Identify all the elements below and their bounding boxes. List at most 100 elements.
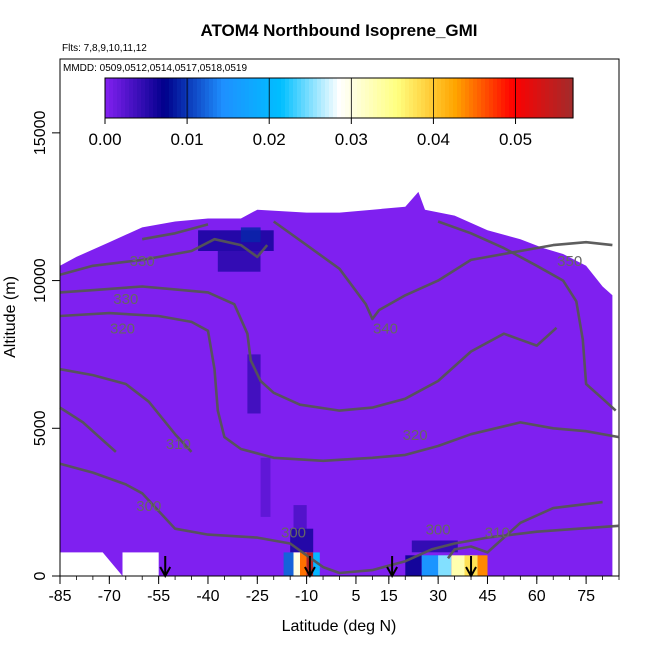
surface-hotspot	[451, 555, 465, 576]
colorbar-segment	[357, 78, 362, 118]
colorbar-segment	[493, 78, 498, 118]
colorbar-segment	[273, 78, 278, 118]
x-tick-label: -85	[48, 588, 71, 605]
colorbar-segment	[533, 78, 538, 118]
x-tick-label: 45	[479, 588, 497, 605]
colorbar-segment	[473, 78, 478, 118]
colorbar-segment	[537, 78, 542, 118]
colorbar-segment	[461, 78, 466, 118]
colorbar-segment	[369, 78, 374, 118]
concentration-patch	[411, 540, 458, 553]
theta-contour	[59, 367, 193, 453]
colorbar-segment	[153, 78, 158, 118]
colorbar-segment	[317, 78, 322, 118]
colorbar-segment	[405, 78, 410, 118]
colorbar-segment	[241, 78, 246, 118]
colorbar-segment	[213, 78, 218, 118]
colorbar-segment	[329, 78, 334, 118]
colorbar-segment	[197, 78, 202, 118]
chart-title: ATOM4 Northbound Isoprene_GMI	[200, 21, 477, 40]
x-tick-label: -25	[246, 588, 269, 605]
colorbar-segment	[529, 78, 534, 118]
colorbar-segment	[417, 78, 422, 118]
colorbar-segment	[565, 78, 570, 118]
no-data-gap	[122, 552, 159, 576]
colorbar-segment	[561, 78, 566, 118]
x-axis-label: Latitude (deg N)	[282, 618, 397, 635]
colorbar-segment	[425, 78, 430, 118]
colorbar-segment	[265, 78, 270, 118]
colorbar-segment	[361, 78, 366, 118]
y-axis-label: Altitude (m)	[2, 276, 19, 358]
theta-contour	[59, 237, 269, 276]
colorbar-segment	[401, 78, 406, 118]
surface-hotspot	[438, 555, 452, 576]
surface-hotspot	[283, 552, 294, 576]
colorbar-segment	[489, 78, 494, 118]
contour-label: 310	[485, 525, 510, 542]
colorbar-segment	[377, 78, 382, 118]
colorbar-segment	[313, 78, 318, 118]
colorbar-segment	[353, 78, 358, 118]
x-tick-label: 60	[528, 588, 546, 605]
colorbar-segment	[237, 78, 242, 118]
colorbar-segment	[229, 78, 234, 118]
colorbar-segment	[325, 78, 330, 118]
colorbar-tick-label: 0.01	[171, 130, 204, 149]
concentration-patch	[260, 457, 271, 517]
concentration-patch	[217, 251, 261, 272]
contour-label: 320	[110, 321, 135, 338]
flights-annotation: Flts: 7,8,9,10,11,12	[62, 43, 147, 54]
colorbar-segment	[445, 78, 450, 118]
colorbar-segment	[169, 78, 174, 118]
colorbar-segment	[465, 78, 470, 118]
colorbar-segment	[129, 78, 134, 118]
colorbar-segment	[549, 78, 554, 118]
colorbar-segment	[261, 78, 266, 118]
colorbar-segment	[497, 78, 502, 118]
colorbar-segment	[301, 78, 306, 118]
colorbar: 0.00 0.01 0.02 0.03 0.04 0.05	[88, 77, 574, 149]
colorbar-segment	[285, 78, 290, 118]
colorbar-segment	[249, 78, 254, 118]
colorbar-segment	[305, 78, 310, 118]
surface-hotspot	[300, 552, 307, 576]
x-tick-label: 5	[351, 588, 360, 605]
colorbar-segment	[449, 78, 454, 118]
colorbar-segment	[409, 78, 414, 118]
colorbar-segment	[297, 78, 302, 118]
colorbar-segment	[221, 78, 226, 118]
colorbar-segment	[233, 78, 238, 118]
colorbar-segment	[141, 78, 146, 118]
curtain-background	[60, 191, 613, 576]
colorbar-segment	[389, 78, 394, 118]
y-tick-label: 10000	[32, 258, 49, 303]
colorbar-segment	[293, 78, 298, 118]
colorbar-segment	[541, 78, 546, 118]
colorbar-segment	[421, 78, 426, 118]
colorbar-segment	[457, 78, 462, 118]
contour-label: 310	[166, 436, 191, 453]
colorbar-segment	[125, 78, 130, 118]
colorbar-segment	[113, 78, 118, 118]
colorbar-segment	[181, 78, 186, 118]
colorbar-segment	[373, 78, 378, 118]
colorbar-segment	[385, 78, 390, 118]
colorbar-tick-label: 0.05	[499, 130, 532, 149]
y-axis: 0 5000 10000 15000 Altitude (m)	[2, 59, 61, 580]
colorbar-segment	[277, 78, 282, 118]
x-tick-label: 15	[380, 588, 398, 605]
x-tick-label: -70	[98, 588, 121, 605]
colorbar-segment	[309, 78, 314, 118]
colorbar-tick-label: 0.04	[417, 130, 450, 149]
plot-area: 330 330 320 310 300 300 340 320 300 310 350	[59, 58, 620, 579]
dates-annotation: MMDD: 0509,0512,0514,0517,0518,0519	[63, 63, 247, 74]
colorbar-segment	[137, 78, 142, 118]
colorbar-segment	[209, 78, 214, 118]
colorbar-segment	[173, 78, 178, 118]
colorbar-segment	[501, 78, 506, 118]
colorbar-segment	[433, 78, 438, 118]
concentration-patch	[240, 227, 261, 243]
concentration-patch	[293, 505, 307, 529]
